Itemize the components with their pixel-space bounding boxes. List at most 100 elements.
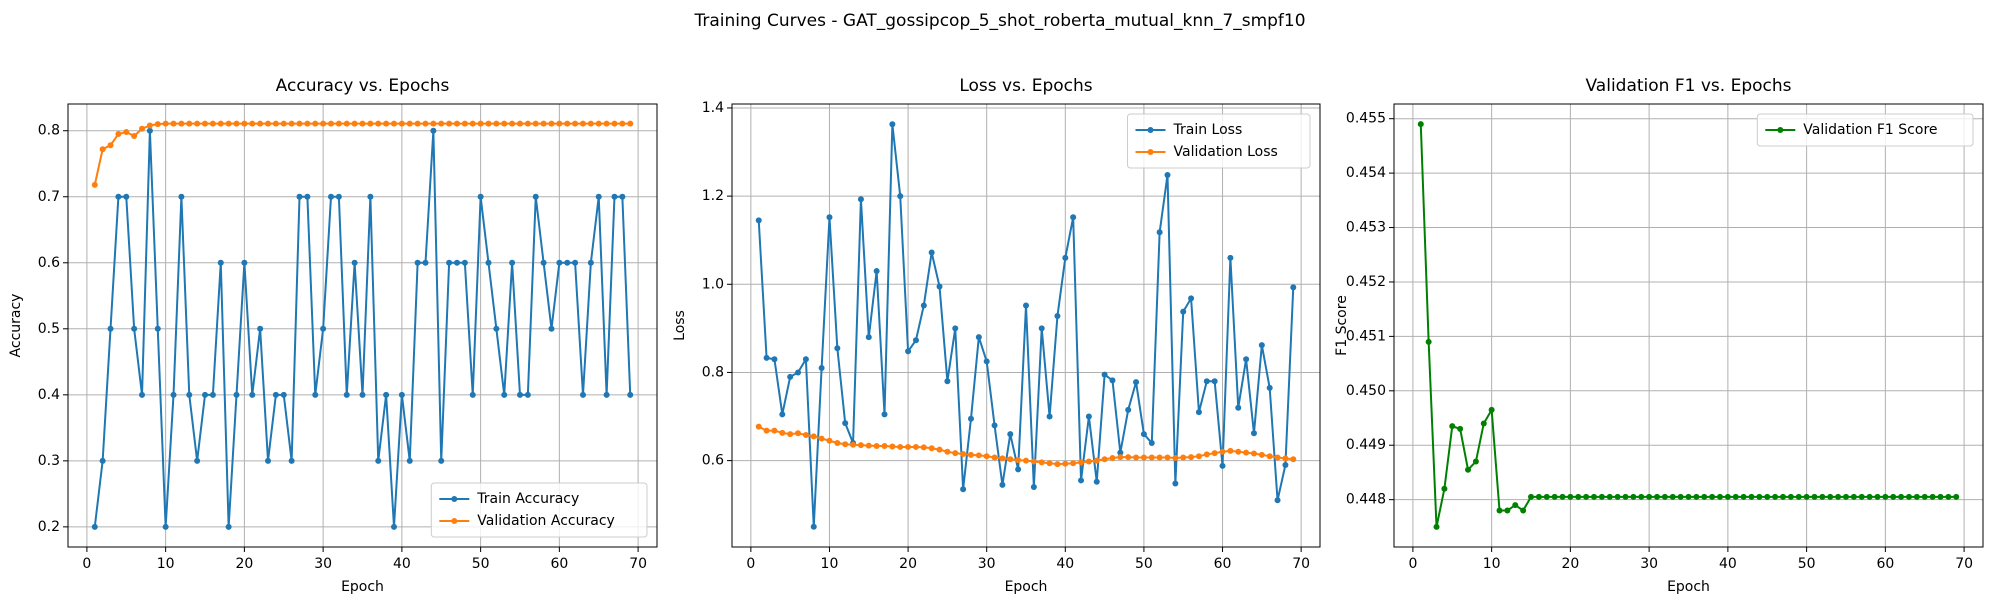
point bbox=[1038, 459, 1045, 466]
point bbox=[1858, 493, 1865, 500]
point bbox=[1219, 448, 1226, 455]
point bbox=[131, 133, 138, 140]
point bbox=[1117, 449, 1124, 456]
point bbox=[1243, 449, 1250, 456]
point bbox=[202, 120, 209, 127]
point bbox=[414, 259, 421, 266]
point bbox=[779, 429, 786, 436]
point bbox=[1023, 302, 1029, 309]
point bbox=[1109, 377, 1116, 384]
x-tick-label: 20 bbox=[899, 556, 917, 572]
y-tick-label: 0.455 bbox=[1346, 111, 1386, 127]
point bbox=[1575, 493, 1582, 500]
point bbox=[795, 369, 802, 376]
point bbox=[123, 193, 130, 200]
point bbox=[438, 457, 445, 464]
point bbox=[257, 325, 264, 332]
point bbox=[438, 120, 445, 127]
legend-label: Validation F1 Score bbox=[1803, 122, 1937, 138]
y-axis-label: Accuracy bbox=[8, 294, 24, 358]
point bbox=[1235, 448, 1242, 455]
point bbox=[572, 120, 579, 127]
x-tick-label: 50 bbox=[1798, 556, 1816, 572]
point bbox=[1172, 480, 1179, 487]
point bbox=[367, 120, 374, 127]
chart-title: Validation F1 vs. Epochs bbox=[1586, 76, 1792, 96]
y-tick-label: 0.453 bbox=[1346, 220, 1386, 236]
point bbox=[154, 325, 161, 332]
point bbox=[967, 415, 974, 422]
y-tick-label: 0.450 bbox=[1346, 383, 1386, 399]
point bbox=[280, 120, 287, 127]
point bbox=[469, 391, 476, 398]
point bbox=[217, 120, 224, 127]
point bbox=[1606, 493, 1613, 500]
point bbox=[928, 249, 935, 256]
series-line bbox=[93, 122, 631, 186]
point bbox=[1203, 451, 1210, 458]
point bbox=[509, 259, 516, 266]
point bbox=[532, 120, 539, 127]
y-tick-label: 0.5 bbox=[38, 321, 60, 337]
point bbox=[162, 523, 169, 530]
point bbox=[1030, 484, 1037, 491]
point bbox=[343, 391, 350, 398]
point bbox=[272, 120, 279, 127]
point bbox=[1661, 493, 1668, 500]
point bbox=[1015, 466, 1022, 473]
point bbox=[897, 193, 904, 200]
point bbox=[991, 422, 998, 429]
point bbox=[1528, 493, 1535, 500]
point bbox=[1148, 439, 1155, 446]
point bbox=[1701, 493, 1708, 500]
point bbox=[1164, 454, 1171, 461]
point bbox=[359, 120, 366, 127]
point bbox=[818, 365, 825, 372]
point bbox=[1274, 454, 1281, 461]
point bbox=[1433, 523, 1440, 530]
point bbox=[960, 450, 967, 457]
point bbox=[912, 337, 919, 344]
point bbox=[351, 120, 358, 127]
figure-title: Training Curves - GAT_gossipcop_5_shot_r… bbox=[693, 11, 1305, 31]
point bbox=[288, 457, 295, 464]
x-tick-label: 0 bbox=[1408, 556, 1417, 572]
point bbox=[1180, 454, 1187, 461]
point bbox=[1890, 493, 1897, 500]
point bbox=[1425, 338, 1432, 345]
point bbox=[1282, 455, 1289, 462]
point bbox=[611, 193, 618, 200]
point bbox=[532, 193, 539, 200]
point bbox=[548, 120, 555, 127]
point bbox=[842, 420, 849, 427]
point bbox=[139, 125, 146, 132]
point bbox=[162, 120, 169, 127]
point bbox=[524, 120, 531, 127]
x-tick-label: 40 bbox=[1056, 556, 1074, 572]
point bbox=[91, 181, 98, 188]
point bbox=[826, 214, 833, 221]
point bbox=[1488, 406, 1495, 413]
point bbox=[1504, 507, 1511, 514]
point bbox=[516, 391, 523, 398]
legend-marker bbox=[451, 496, 458, 502]
point bbox=[1140, 431, 1147, 438]
x-tick-label: 10 bbox=[1483, 556, 1501, 572]
point bbox=[1638, 493, 1645, 500]
point bbox=[202, 391, 209, 398]
point bbox=[1496, 507, 1503, 514]
point bbox=[556, 259, 563, 266]
point bbox=[920, 444, 927, 451]
point bbox=[131, 325, 138, 332]
plot-frame bbox=[1393, 103, 1984, 548]
point bbox=[787, 373, 794, 380]
point bbox=[579, 391, 586, 398]
point bbox=[1258, 342, 1265, 349]
point bbox=[398, 391, 405, 398]
point bbox=[1227, 447, 1234, 454]
point bbox=[850, 441, 857, 448]
point bbox=[967, 451, 974, 458]
point bbox=[1709, 493, 1716, 500]
point bbox=[1211, 450, 1218, 457]
point bbox=[1827, 493, 1834, 500]
